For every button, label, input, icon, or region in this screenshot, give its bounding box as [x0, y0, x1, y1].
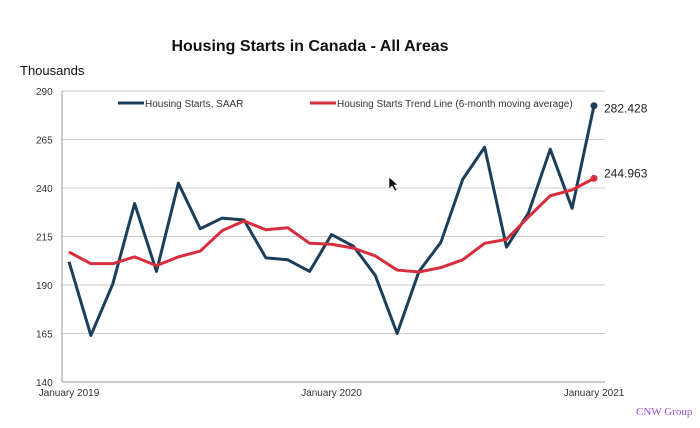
x-tick-label: January 2019: [39, 388, 100, 399]
x-tick-label: January 2021: [564, 388, 625, 399]
end-data-label: 244.963: [604, 166, 648, 180]
y-tick-label: 215: [36, 233, 53, 244]
y-tick-label: 290: [36, 87, 53, 98]
series-line-0: [67, 105, 596, 337]
y-tick-label: 140: [36, 378, 53, 389]
end-data-label: 282.428: [604, 102, 648, 116]
y-axis-label: Thousands: [20, 63, 85, 78]
legend-label: Housing Starts Trend Line (6-month movin…: [337, 99, 573, 110]
y-tick-label: 190: [36, 281, 53, 292]
credit-text: CNW Group: [636, 406, 693, 418]
legend-label: Housing Starts, SAAR: [145, 99, 243, 110]
y-tick-label: 240: [36, 184, 53, 195]
y-tick-label: 165: [36, 330, 53, 341]
y-tick-label: 265: [36, 136, 53, 147]
mouse-pointer-icon: [388, 176, 399, 192]
series-line-1: [68, 177, 595, 274]
chart-title: Housing Starts in Canada - All Areas: [171, 38, 449, 55]
x-tick-label: January 2020: [301, 388, 362, 399]
data-point: [590, 102, 598, 110]
data-point: [590, 174, 598, 182]
